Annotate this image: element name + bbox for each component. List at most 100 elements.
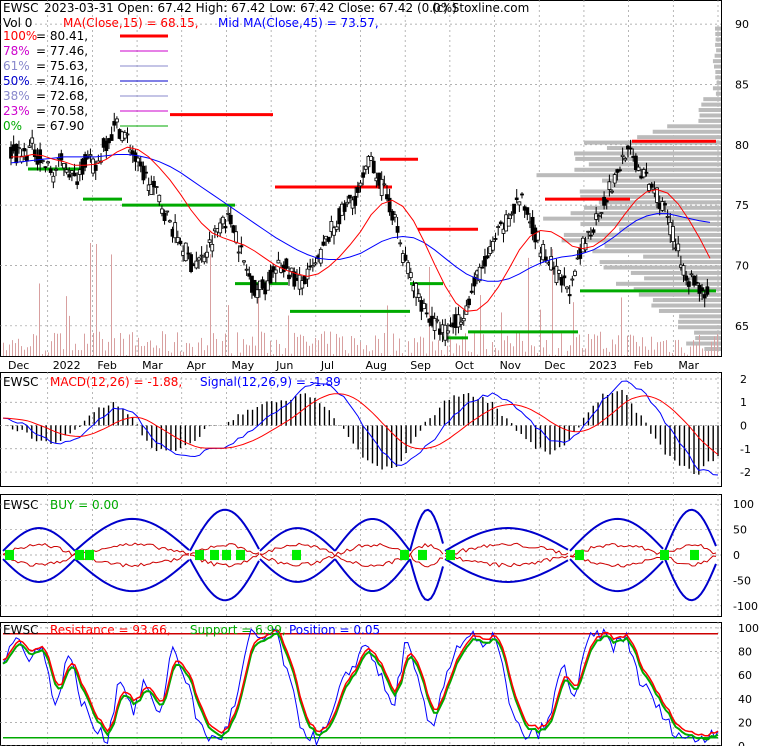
srp-tick-label: 60 <box>738 669 752 682</box>
volume-bar <box>624 355 625 356</box>
volume-bar <box>498 350 499 356</box>
volume-bar <box>657 342 658 356</box>
volume-bar <box>366 345 367 356</box>
month-label: May <box>231 359 254 372</box>
candle-body <box>62 163 66 169</box>
candle-body <box>636 166 641 171</box>
volume-bar <box>651 336 652 356</box>
candle-body <box>265 280 270 291</box>
price-tick-label: 80 <box>735 139 749 152</box>
candle-body <box>649 183 654 188</box>
profile-bar <box>698 108 721 113</box>
profile-bar <box>715 37 721 42</box>
volume-bar <box>198 342 199 356</box>
volume-bar <box>495 347 496 356</box>
candle-body <box>612 174 617 184</box>
profile-bar <box>574 167 721 172</box>
profile-bar <box>638 292 721 297</box>
volume-bar <box>57 333 58 356</box>
fib-pct-label: 100% <box>3 29 37 43</box>
macd-tick-label: 0 <box>740 420 747 433</box>
volume-bar <box>126 355 127 356</box>
candle-body <box>38 149 43 164</box>
volume-bar <box>474 332 475 356</box>
volume-bar <box>339 337 340 356</box>
volume-bar <box>330 331 331 356</box>
volume-bar <box>384 332 385 356</box>
srp-tick-label: 100 <box>738 622 759 635</box>
volume-bar <box>192 346 193 356</box>
candle-body <box>189 254 193 272</box>
volume-bar <box>117 355 118 356</box>
buy-signal-block <box>210 549 219 561</box>
volume-bar <box>300 334 301 356</box>
profile-bar <box>611 184 721 189</box>
volume-bar <box>243 339 244 356</box>
candle-body <box>228 214 233 225</box>
candle-body <box>416 293 421 298</box>
candle-body <box>432 318 437 331</box>
buy-tick-label: 50 <box>733 524 747 537</box>
buy-red-line <box>2 542 76 557</box>
buy-red-line <box>334 554 411 567</box>
volume-bar <box>711 341 712 356</box>
candle-body <box>93 164 98 171</box>
candle-body <box>149 184 154 195</box>
candle-body <box>115 118 119 123</box>
price-tick-label: 70 <box>735 259 749 272</box>
srp-symbol: EWSC <box>3 623 38 637</box>
volume-bar <box>360 341 361 356</box>
volume-bar <box>210 254 211 356</box>
candle-body <box>705 286 710 295</box>
month-label: Aug <box>366 359 387 372</box>
profile-bar <box>658 308 721 313</box>
month-label: Apr <box>187 359 207 372</box>
buy-red-line <box>569 542 664 557</box>
buy-tick-label: -100 <box>733 600 758 613</box>
buy-panel-frame <box>0 494 722 617</box>
volume-bar <box>369 351 370 356</box>
volume-bar <box>270 340 271 356</box>
volume-bar <box>228 305 229 356</box>
fib-value-label: = 67.90 <box>36 119 84 133</box>
candle-body <box>403 254 408 261</box>
buy-tick-label: -50 <box>733 574 751 587</box>
volume-bar <box>492 342 493 356</box>
fib-value-label: = 72.68, <box>36 89 88 103</box>
candle-body <box>422 303 426 310</box>
volume-bar <box>162 331 163 356</box>
candle-body <box>385 194 389 200</box>
fib-level-labels: 100%= 80.41, 78% = 77.46, 61% = 75.63, 50% = 7… <box>3 29 88 133</box>
fib-level-lines <box>120 34 168 127</box>
candle-body <box>665 215 670 218</box>
candle-body <box>207 239 212 243</box>
volume-bar <box>42 354 43 356</box>
volume-bar <box>705 350 706 356</box>
candle-body <box>152 180 156 188</box>
month-label: 2023 <box>589 359 617 372</box>
candle-body <box>300 280 305 289</box>
volume-bar <box>285 348 286 356</box>
volume-bar <box>546 340 547 356</box>
macd-signal: Signal(12,26,9) = -1.89 <box>200 375 341 389</box>
volume-bar <box>84 333 85 356</box>
volume-bar <box>51 341 52 356</box>
fib-pct-label: 61% <box>3 59 30 73</box>
candle-body <box>660 201 665 211</box>
candle-body <box>655 187 659 203</box>
header-source: (c) Stoxline.com <box>432 1 529 15</box>
candle-body <box>313 262 318 265</box>
volume-bar <box>69 315 70 356</box>
candle-body <box>483 256 487 267</box>
candle-body <box>480 266 485 269</box>
candle-body <box>565 286 569 290</box>
volume-bar <box>216 338 217 356</box>
volume-bar <box>441 350 442 356</box>
volume-bar <box>144 345 145 356</box>
candle-body <box>14 143 19 164</box>
candle-body <box>109 134 114 141</box>
candle-body <box>700 287 704 292</box>
month-label: Mar <box>142 359 163 372</box>
profile-bar <box>704 346 721 351</box>
candle-body <box>549 256 554 271</box>
